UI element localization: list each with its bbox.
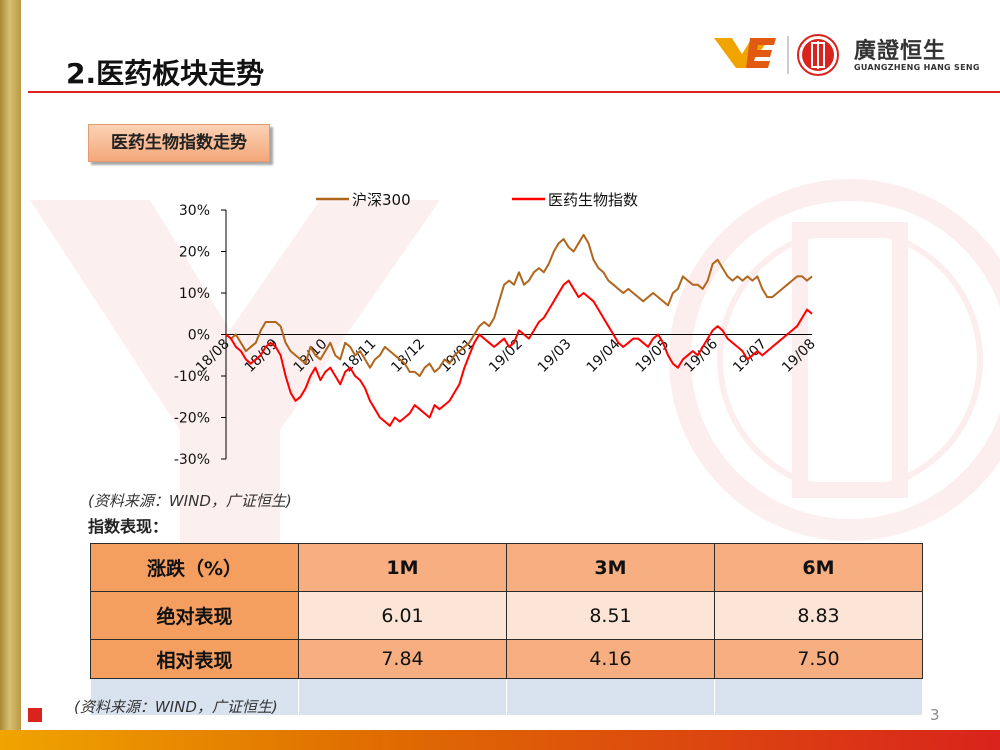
y-tick-label: -10% (174, 369, 210, 385)
x-tick-label: 19/08 (779, 336, 819, 376)
legend-label: 医药生物指数 (548, 191, 638, 209)
table-header-row: 涨跌（%） 1M 3M 6M (90, 543, 923, 592)
row-label-absolute: 绝对表现 (90, 591, 299, 640)
series-line-hs300 (225, 233, 813, 377)
seal-icon (797, 34, 839, 76)
ye-mark-icon (714, 38, 776, 68)
table-caption: 指数表现： (88, 517, 169, 536)
y-tick-label: -20% (174, 411, 210, 427)
title-underline (28, 91, 1000, 93)
header-1m: 1M (298, 543, 507, 592)
company-logo (714, 34, 839, 76)
page-number: 3 (930, 706, 940, 724)
header-6m: 6M (714, 543, 923, 592)
x-tick-label: 19/05 (632, 336, 672, 376)
y-tick-label: -30% (174, 452, 210, 468)
cell-absolute-3m: 8.51 (506, 591, 715, 640)
x-tick-label: 19/01 (437, 336, 477, 376)
chart-legend: 沪深300 医药生物指数 (316, 191, 638, 209)
cell-relative-3m: 4.16 (506, 639, 715, 679)
section-label: 医药生物指数走势 (88, 124, 270, 162)
x-tick-label: 19/03 (535, 336, 575, 376)
header-change-pct: 涨跌（%） (90, 543, 299, 592)
table-empty-row (90, 678, 923, 716)
cell-relative-6m: 7.50 (714, 639, 923, 679)
index-performance-table: 涨跌（%） 1M 3M 6M 绝对表现 6.01 8.51 8.83 相对表现 … (90, 543, 923, 716)
x-tick-label: 18/09 (242, 336, 282, 376)
series-lines (225, 233, 813, 427)
table-row: 绝对表现 6.01 8.51 8.83 (90, 591, 923, 640)
logo-subtitle: GUANGZHENG HANG SENG (854, 63, 980, 72)
bottom-gradient-bar (0, 730, 1000, 750)
logo-name: 廣證恒生 (854, 39, 947, 64)
cell-relative-1m: 7.84 (298, 639, 507, 679)
table-source-note: (资料来源：WIND，广证恒生) (74, 698, 278, 716)
y-tick-label: 0% (188, 328, 210, 344)
cell-absolute-6m: 8.83 (714, 591, 923, 640)
y-tick-label: 20% (179, 245, 210, 261)
header-3m: 3M (506, 543, 715, 592)
legend-label: 沪深300 (352, 191, 411, 209)
y-tick-label: 10% (179, 286, 210, 302)
chart-source-note: (资料来源：WIND，广证恒生) (88, 492, 292, 510)
series-line-pharma (225, 279, 813, 427)
left-gold-bar (0, 0, 21, 750)
row-label-relative: 相对表现 (90, 639, 299, 679)
y-tick-label: 30% (179, 203, 210, 219)
cell-absolute-1m: 6.01 (298, 591, 507, 640)
bottom-red-square (28, 708, 42, 722)
slide-title: 2.医药板块走势 (66, 57, 265, 90)
table-row: 相对表现 7.84 4.16 7.50 (90, 639, 923, 679)
y-axis: 30% 20% 10% 0% -10% -20% -30% (174, 203, 227, 468)
